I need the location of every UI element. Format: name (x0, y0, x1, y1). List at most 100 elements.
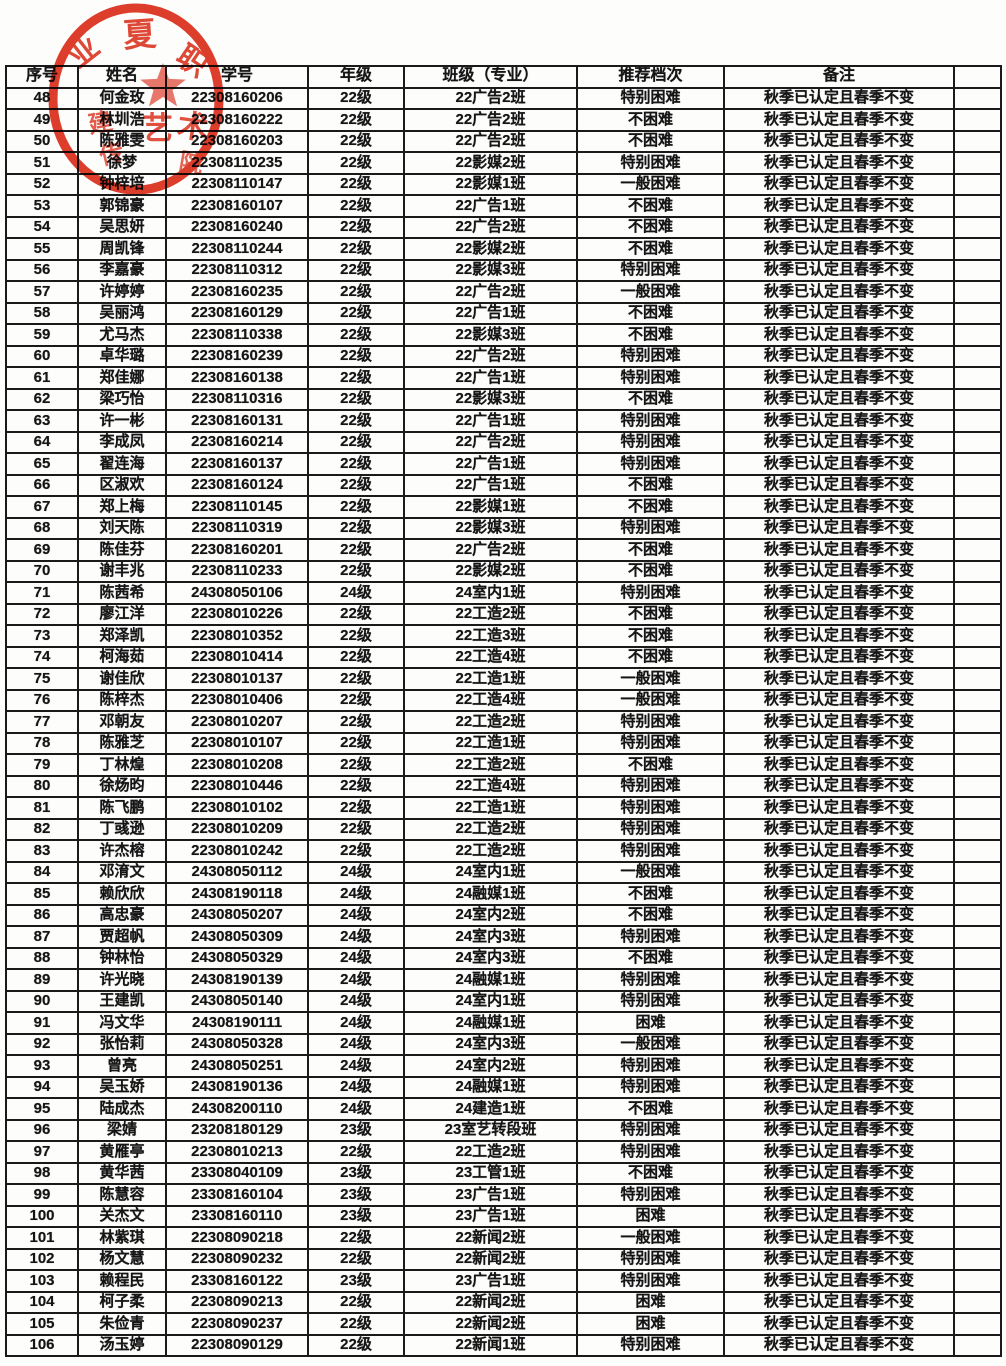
table-cell: 一般困难 (576, 1226, 725, 1250)
table-cell: 22广告1班 (403, 194, 578, 218)
table-cell: 88 (5, 946, 79, 970)
table-cell: 24308190136 (165, 1075, 309, 1099)
table-row: 100 关杰文 23308160110 23级 23广告1班 困难 秋季已认定且春季不变 (5, 1204, 1002, 1228)
table-cell: 24融媒1班 (403, 968, 578, 992)
table-cell: 特别困难 (576, 710, 725, 734)
table-cell: 22级 (307, 473, 405, 497)
table-cell (953, 258, 1002, 282)
table-cell: 邓朝友 (77, 710, 167, 734)
table-cell: 郑佳娜 (77, 366, 167, 390)
table-cell: 22级 (307, 495, 405, 519)
table-cell: 困难 (576, 1312, 725, 1336)
table-cell: 80 (5, 774, 79, 798)
table-cell: 谢丰兆 (77, 559, 167, 583)
table-cell: 24融媒1班 (403, 882, 578, 906)
table-cell: 不困难 (576, 495, 725, 519)
table-cell: 22广告2班 (403, 280, 578, 304)
table-cell: 22308160240 (165, 215, 309, 239)
table-cell (953, 667, 1002, 691)
table-cell: 郑上梅 (77, 495, 167, 519)
table-row: 80 徐炀昀 22308010446 22级 22工造4班 特别困难 秋季已认定且春季不变 (5, 774, 1002, 798)
table-cell: 特别困难 (576, 1183, 725, 1207)
table-cell (953, 946, 1002, 970)
table-cell: 22级 (307, 430, 405, 454)
table-cell: 特别困难 (576, 1140, 725, 1164)
table-cell: 22级 (307, 753, 405, 777)
table-cell (953, 624, 1002, 648)
table-cell: 23308160104 (165, 1183, 309, 1207)
table-cell: 22308010242 (165, 839, 309, 863)
table-cell: 102 (5, 1247, 79, 1271)
table-cell: 秋季已认定且春季不变 (723, 1183, 955, 1207)
table-cell: 24308190139 (165, 968, 309, 992)
table-cell: 不困难 (576, 946, 725, 970)
table-cell: 秋季已认定且春季不变 (723, 1011, 955, 1035)
table-cell: 22308160138 (165, 366, 309, 390)
table-cell: 不困难 (576, 1161, 725, 1185)
table-cell: 23广告1班 (403, 1183, 578, 1207)
table-cell (953, 925, 1002, 949)
table-row: 92 张怡莉 24308050328 24级 24室内3班 一般困难 秋季已认定且春季不变 (5, 1032, 1002, 1056)
table-row: 73 郑泽凯 22308010352 22级 22工造3班 不困难 秋季已认定且春季不变 (5, 624, 1002, 648)
table-row: 83 许杰榕 22308010242 22级 22工造2班 特别困难 秋季已认定且春季不变 (5, 839, 1002, 863)
table-cell (953, 817, 1002, 841)
table-cell: 陈慧容 (77, 1183, 167, 1207)
table-row: 64 李成凤 22308160214 22级 22广告2班 特别困难 秋季已认定且春季不变 (5, 430, 1002, 454)
table-cell: 22级 (307, 323, 405, 347)
table-cell (953, 989, 1002, 1013)
table-cell: 黄雁亭 (77, 1140, 167, 1164)
table-cell (953, 1247, 1002, 1271)
table-cell: 22广告2班 (403, 538, 578, 562)
table-cell: 22级 (307, 817, 405, 841)
table-cell: 24室内3班 (403, 1032, 578, 1056)
table-cell: 丁林煌 (77, 753, 167, 777)
table-cell: 95 (5, 1097, 79, 1121)
table-cell: 22308160239 (165, 344, 309, 368)
table-cell: 特别困难 (576, 796, 725, 820)
table-cell: 22广告2班 (403, 129, 578, 153)
table-cell: 不困难 (576, 129, 725, 153)
table-row: 98 黄华茜 23308040109 23级 23工管1班 不困难 秋季已认定且春季不变 (5, 1161, 1002, 1185)
table-row: 76 陈梓杰 22308010406 22级 22工造4班 一般困难 秋季已认定且春季不变 (5, 688, 1002, 712)
table-cell: 24级 (307, 1011, 405, 1035)
table-cell: 翟连海 (77, 452, 167, 476)
table-cell: 赖欣欣 (77, 882, 167, 906)
table-cell: 22广告2班 (403, 344, 578, 368)
table-cell (953, 602, 1002, 626)
table-cell: 陈飞鹏 (77, 796, 167, 820)
table-cell: 秋季已认定且春季不变 (723, 258, 955, 282)
table-row: 52 钟梓培 22308110147 22级 22影媒1班 一般困难 秋季已认定且春季不变 (5, 172, 1002, 196)
table-row: 90 王建凯 24308050140 24级 24室内1班 特别困难 秋季已认定且春季不变 (5, 989, 1002, 1013)
table-cell (953, 774, 1002, 798)
table-cell: 22308160131 (165, 409, 309, 433)
table-cell (953, 1032, 1002, 1056)
table-cell: 101 (5, 1226, 79, 1250)
table-cell: 24级 (307, 1054, 405, 1078)
table-cell: 不困难 (576, 194, 725, 218)
table-cell: 不困难 (576, 645, 725, 669)
table-cell: 91 (5, 1011, 79, 1035)
table-cell (953, 1226, 1002, 1250)
table-cell: 22308010406 (165, 688, 309, 712)
table-cell (953, 1204, 1002, 1228)
table-cell (953, 1290, 1002, 1314)
table-cell: 22308160107 (165, 194, 309, 218)
table-cell (953, 495, 1002, 519)
table-cell: 24级 (307, 925, 405, 949)
table-row: 77 邓朝友 22308010207 22级 22工造2班 特别困难 秋季已认定且春季不变 (5, 710, 1002, 734)
table-cell: 一般困难 (576, 860, 725, 884)
table-cell: 82 (5, 817, 79, 841)
table-cell: 22308160137 (165, 452, 309, 476)
table-cell: 柯子柔 (77, 1290, 167, 1314)
table-cell: 秋季已认定且春季不变 (723, 108, 955, 132)
table-cell: 22影媒3班 (403, 323, 578, 347)
table-cell: 陈茜希 (77, 581, 167, 605)
table-cell: 22工造2班 (403, 753, 578, 777)
table-cell: 秋季已认定且春季不变 (723, 1204, 955, 1228)
table-cell: 74 (5, 645, 79, 669)
table-cell: 56 (5, 258, 79, 282)
table-cell: 王建凯 (77, 989, 167, 1013)
table-cell: 24308050112 (165, 860, 309, 884)
table-cell: 22工造1班 (403, 796, 578, 820)
